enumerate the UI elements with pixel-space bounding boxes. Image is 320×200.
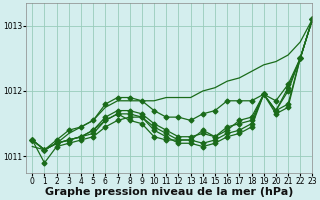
X-axis label: Graphe pression niveau de la mer (hPa): Graphe pression niveau de la mer (hPa) [45, 187, 293, 197]
